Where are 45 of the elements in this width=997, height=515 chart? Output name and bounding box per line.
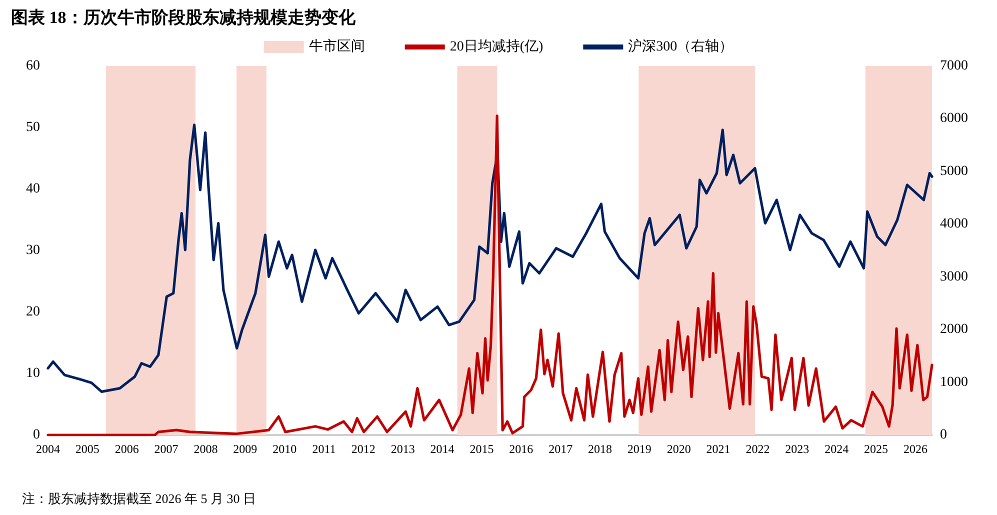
y-tick-label: 30 <box>26 243 40 258</box>
x-tick-label: 2004 <box>36 442 60 456</box>
y2-tick-label: 1000 <box>940 374 968 390</box>
x-tick-label: 2018 <box>588 442 612 456</box>
x-tick-label: 2020 <box>666 442 691 456</box>
y2-tick-label: 0 <box>940 428 947 442</box>
y2-tick-label: 7000 <box>940 58 968 74</box>
y2-tick-label: 4000 <box>940 216 968 232</box>
x-tick-label: 2016 <box>509 442 534 456</box>
x-tick-label: 2026 <box>903 442 928 456</box>
x-tick-label: 2017 <box>548 442 573 456</box>
x-tick-label: 2007 <box>154 442 178 456</box>
line-series <box>46 124 934 393</box>
x-tick-label: 2011 <box>312 442 336 456</box>
y-tick-label: 50 <box>26 120 40 135</box>
x-tick-label: 2013 <box>390 442 415 456</box>
x-tick-label: 2005 <box>75 442 100 456</box>
legend-label: 20日均减持(亿) <box>450 38 544 54</box>
legend-label: 牛市区间 <box>308 38 365 54</box>
y2-tick-label: 6000 <box>940 111 968 126</box>
y-tick-label: 10 <box>26 366 40 381</box>
y-tick-label: 40 <box>26 182 40 196</box>
x-tick-label: 2019 <box>627 442 652 456</box>
y-tick-label: 60 <box>26 58 40 74</box>
text: 注：股东减持数据截至 2026 年 5 月 30 日 <box>22 491 256 506</box>
x-tick-label: 2025 <box>864 442 888 456</box>
x-tick-label: 2014 <box>430 442 454 456</box>
x-tick-label: 2023 <box>785 442 810 456</box>
y2-tick-label: 3000 <box>940 269 968 284</box>
y2-tick-label: 5000 <box>940 164 968 179</box>
x-tick-label: 2022 <box>746 442 770 456</box>
chart-title: 图表 18：历次牛市阶段股东减持规模走势变化 <box>11 8 356 27</box>
y2-tick-label: 2000 <box>940 322 968 338</box>
x-tick-label: 2008 <box>194 442 218 456</box>
x-tick-label: 2006 <box>114 442 139 456</box>
y-tick-label: 20 <box>26 304 40 320</box>
x-tick-label: 2009 <box>233 442 258 456</box>
x-tick-label: 2015 <box>470 442 494 456</box>
y-tick-label: 0 <box>33 428 40 442</box>
x-tick-label: 2012 <box>351 442 376 456</box>
line-series <box>46 114 934 436</box>
x-tick-label: 2024 <box>824 442 849 456</box>
x-tick-label: 2021 <box>706 442 730 456</box>
x-tick-label: 2010 <box>272 442 297 456</box>
legend-label: 沪深300（右轴） <box>628 38 734 54</box>
